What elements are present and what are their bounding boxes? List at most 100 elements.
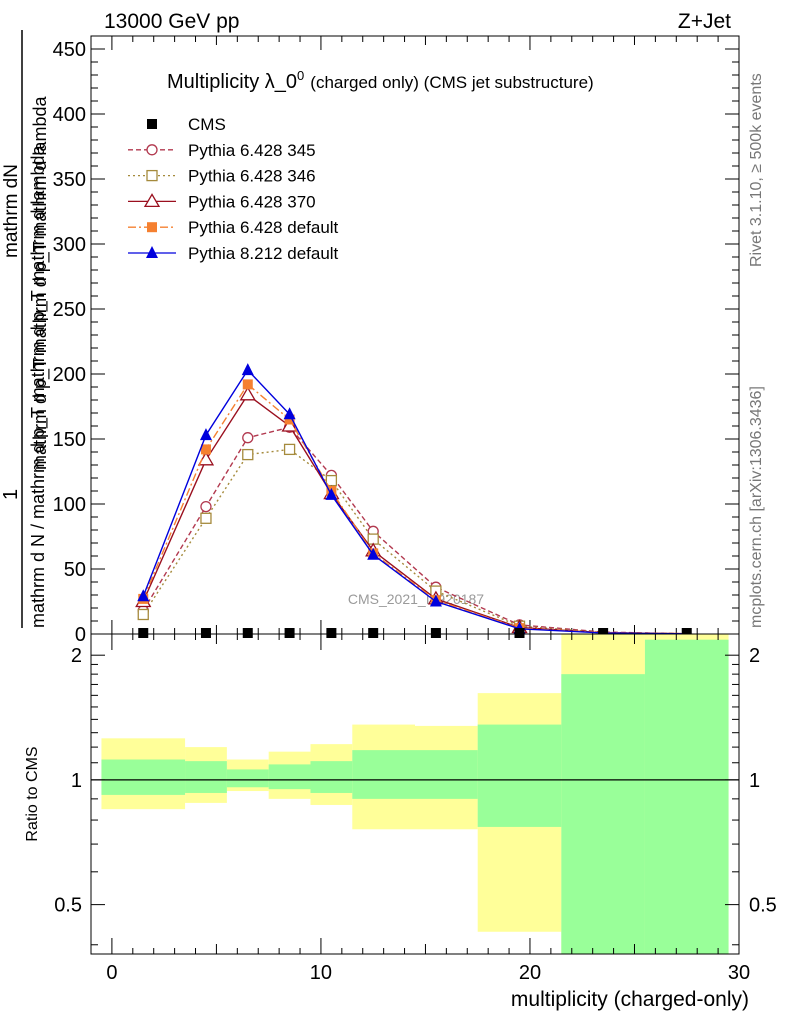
legend-marker <box>146 246 158 258</box>
series-point <box>197 451 215 466</box>
ratio-stat-band <box>352 750 415 799</box>
main-ytick-label: 400 <box>53 104 86 126</box>
watermark: CMS_2021_I1920187 <box>348 591 484 607</box>
series-point <box>241 363 254 376</box>
legend-label: Pythia 6.428 346 <box>188 167 316 186</box>
main-y-ticks: 0 50 100 150 200 250 300 350 400 450 <box>53 39 739 646</box>
xlabel: multiplicity (charged-only) <box>511 988 749 1011</box>
legend-marker <box>143 193 161 208</box>
series-line <box>142 368 687 635</box>
ratio-stat-band <box>415 750 478 799</box>
ratio-bands <box>101 634 729 954</box>
ratio-stat-band <box>561 674 645 954</box>
plot-title-main: Multiplicity λ_0 <box>167 71 297 93</box>
legend-entry: CMS <box>147 115 226 134</box>
ratio-ytick-label-right: 1 <box>749 770 760 792</box>
cms-point <box>368 628 379 638</box>
legend-label: Pythia 6.428 345 <box>188 141 316 160</box>
ratio-stat-band <box>310 761 353 793</box>
legend-marker <box>146 144 158 156</box>
series-point <box>199 428 212 441</box>
series-point <box>284 414 295 425</box>
ylabel-denominator: mathrm d N / mathrm d p_T mathrm d p_T m… <box>28 145 49 628</box>
ratio-x-ticks: 0 10 20 30 <box>90 634 750 984</box>
ylabel-numerator: mathrm dN <box>1 164 22 258</box>
legend-label: Pythia 6.428 370 <box>188 192 316 211</box>
cms-point <box>430 628 441 638</box>
ratio-ytick-label-right: 2 <box>749 645 760 667</box>
xtick-label: 10 <box>310 962 332 984</box>
series-point <box>242 448 254 461</box>
cms-point <box>598 628 609 638</box>
cms-point <box>326 628 337 638</box>
ratio-ytick-label: 1 <box>71 770 82 792</box>
header-right: Z+Jet <box>678 10 731 33</box>
ratio-stat-band <box>226 769 269 788</box>
cms-point <box>242 628 253 638</box>
ratio-ytick-label-right: 0.5 <box>749 895 777 917</box>
series-point <box>367 547 380 560</box>
series-line <box>142 448 687 635</box>
series-point <box>137 608 149 621</box>
series-line <box>142 426 687 635</box>
series-pythia-8-212-default <box>137 363 687 635</box>
legend-label: Pythia 6.428 default <box>188 218 339 237</box>
legend-marker <box>147 119 157 129</box>
main-ytick-label: 300 <box>53 234 86 256</box>
cms-point <box>681 628 692 638</box>
ratio-stat-band <box>477 724 562 827</box>
ratio-ylabel: Ratio to CMS <box>24 746 41 841</box>
main-ytick-label: 200 <box>53 364 86 386</box>
mcplots-label: mcplots.cern.ch [arXiv:1306.3436] <box>748 386 765 628</box>
legend-entry: Pythia 6.428 default <box>128 218 339 237</box>
series-point <box>325 487 338 500</box>
main-ytick-label: 0 <box>75 624 86 646</box>
cms-point <box>284 628 295 638</box>
xtick-label: 0 <box>106 962 117 984</box>
xtick-label: 20 <box>519 962 541 984</box>
cms-point <box>514 628 525 638</box>
legend-marker <box>146 169 158 182</box>
main-ytick-label: 450 <box>53 39 86 61</box>
ratio-stat-band <box>268 764 311 790</box>
legend-marker <box>147 222 157 233</box>
legend-label: Pythia 8.212 default <box>188 244 339 263</box>
series-point <box>137 589 150 602</box>
legend-entry: Pythia 6.428 370 <box>128 192 316 211</box>
series-point <box>429 594 442 607</box>
main-ytick-label: 50 <box>64 559 86 581</box>
series-layer <box>135 363 692 638</box>
main-ytick-label: 250 <box>53 299 86 321</box>
legend-entry: Pythia 6.428 346 <box>128 167 316 186</box>
main-ytick-label: 150 <box>53 429 86 451</box>
plot-title-sup: 0 <box>297 68 304 83</box>
ratio-stat-band <box>644 639 729 954</box>
rivet-label: Rivet 3.1.10, ≥ 500k events <box>748 73 765 267</box>
plot-title: Multiplicity λ_00 (charged only) (CMS jet… <box>167 68 594 93</box>
ratio-stat-band <box>185 761 227 793</box>
ratio-plot-frame <box>90 633 740 955</box>
series-point <box>200 444 211 455</box>
series-point <box>283 443 296 456</box>
header-left: 13000 GeV pp <box>104 10 239 33</box>
ratio-y-ticks: 0.5 0.5 1 1 2 2 <box>54 645 777 946</box>
main-ylabel: 1 mathrm dN mathrm d p_T mathrm d p_T ma… <box>0 30 51 628</box>
ylabel-prefix: 1 <box>0 489 22 500</box>
series-point <box>239 386 256 401</box>
series-point <box>200 500 212 513</box>
ratio-stat-band <box>101 759 186 795</box>
ratio-ytick-label: 2 <box>71 645 82 667</box>
legend-label: CMS <box>188 115 226 134</box>
ratio-ytick-label: 0.5 <box>54 895 82 917</box>
legend: CMS Pythia 6.428 345 Pythia 6.428 346 Pythi… <box>128 115 339 263</box>
series-cms <box>138 628 692 638</box>
cms-point <box>138 628 149 638</box>
legend-entry: Pythia 8.212 default <box>128 244 339 263</box>
legend-entry: Pythia 6.428 345 <box>128 141 316 160</box>
xtick-label: 30 <box>728 962 750 984</box>
plot-subtitle: (charged only) (CMS jet substructure) <box>310 73 593 92</box>
cms-point <box>200 628 211 638</box>
main-ytick-label: 350 <box>53 169 86 191</box>
series-point <box>242 432 254 444</box>
